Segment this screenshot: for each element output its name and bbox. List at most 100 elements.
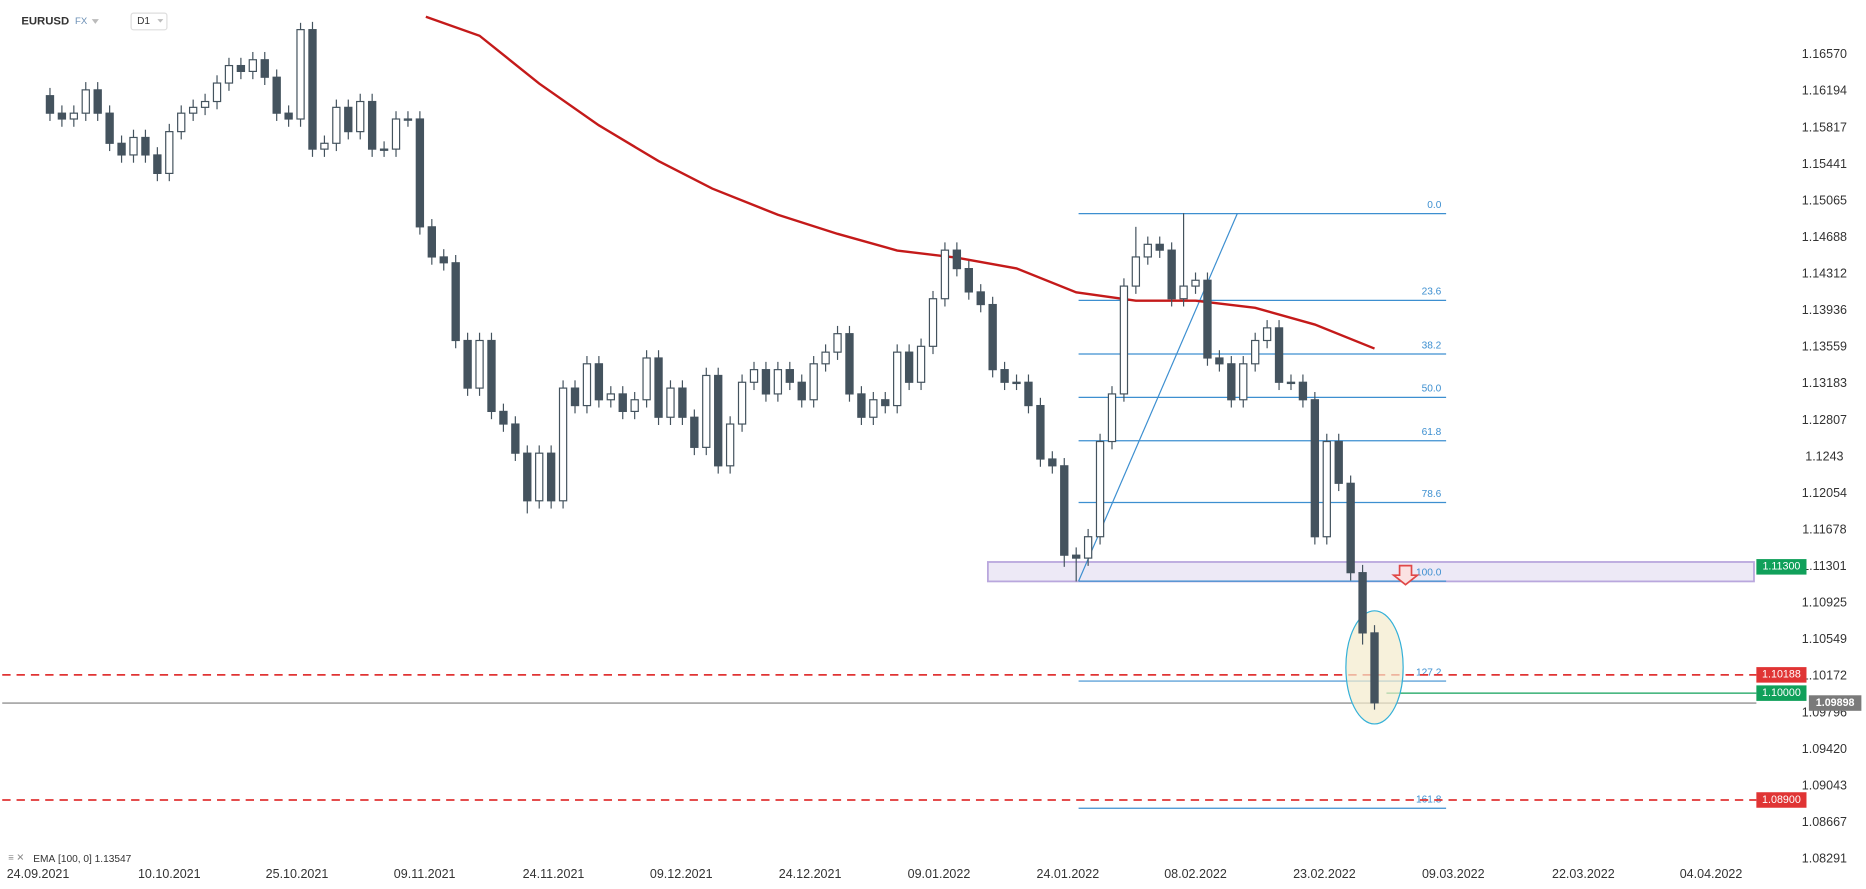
price-badge-label: 1.10188 (1762, 669, 1801, 681)
x-tick-label: 04.04.2022 (1680, 867, 1743, 881)
indicator-legend: ≡ ✕ EMA [100, 0] 1.13547 (8, 852, 131, 864)
price-badge (1808, 695, 1862, 711)
candle-body (391, 118, 401, 150)
y-tick-label: 1.08291 (1802, 851, 1847, 865)
candle-body (618, 393, 627, 413)
candle-body (427, 226, 436, 258)
fib-label: 38.2 (1422, 340, 1442, 351)
y-tick-label: 1.14688 (1802, 230, 1847, 244)
candle-body (1107, 393, 1117, 443)
legend-icons[interactable]: ≡ ✕ (8, 852, 24, 863)
candle-body (511, 423, 520, 454)
candle-body (1346, 482, 1355, 574)
candle-body (308, 29, 317, 150)
candle-body (1167, 249, 1176, 300)
candle-body (594, 363, 604, 401)
y-tick-label: 1.16194 (1802, 84, 1847, 98)
x-tick-label: 24.01.2022 (1037, 867, 1100, 881)
y-tick-label: 1.15065 (1802, 193, 1847, 207)
ema-legend: EMA [100, 0] 1.13547 (33, 854, 131, 865)
x-tick-label: 22.03.2022 (1552, 867, 1615, 881)
candle-body (200, 100, 210, 108)
x-tick-label: 08.02.2022 (1164, 867, 1227, 881)
dropdown-icon[interactable] (91, 19, 99, 24)
candle-body (487, 339, 496, 413)
candle-body (260, 59, 269, 78)
candle-body (1072, 554, 1081, 559)
candle-body (749, 369, 759, 383)
interval-dropdown[interactable] (157, 19, 164, 23)
candle-body (129, 136, 138, 156)
fib-trend-line (1078, 213, 1238, 582)
candle-body (117, 142, 126, 156)
candle-body (248, 59, 258, 72)
candle-body (773, 369, 783, 395)
y-tick-label: 1.09043 (1802, 778, 1847, 792)
price-badge-label: 1.08900 (1762, 794, 1801, 806)
interval[interactable]: D1 (137, 16, 150, 27)
candle-body (439, 256, 448, 264)
candle-body (881, 399, 890, 407)
price-badge (1756, 559, 1807, 575)
candle-body (1012, 381, 1021, 385)
y-tick-label: 1.13559 (1802, 340, 1847, 354)
candle-body (535, 452, 544, 502)
candle-body (141, 136, 150, 156)
candle-body (1239, 363, 1248, 401)
candle-body (212, 82, 222, 103)
candle-body (1370, 632, 1379, 704)
y-tick-label: 1.09420 (1802, 742, 1847, 756)
candle-body (153, 154, 162, 175)
candle-body (1179, 285, 1188, 300)
resistance-zone (986, 561, 1755, 583)
candle-body (893, 351, 902, 407)
candle-body (1334, 440, 1343, 484)
y-tick-label: 1.11301 (1802, 559, 1846, 573)
candle-body (284, 112, 293, 120)
candle-body (1274, 327, 1284, 383)
price-badge (1756, 667, 1807, 683)
candle-body (463, 339, 472, 389)
x-tick-label: 09.12.2021 (650, 867, 713, 881)
candle-body (916, 345, 926, 383)
y-tick-label: 1.16570 (1802, 47, 1847, 61)
candle-body (403, 118, 413, 121)
candle-body (714, 374, 723, 467)
y-tick-label: 1.13183 (1802, 376, 1847, 390)
fib-label: 50.0 (1422, 384, 1442, 395)
candle-body (642, 357, 651, 401)
candle-body (45, 95, 55, 114)
candle-body (702, 374, 711, 448)
candle-body (188, 106, 198, 114)
fib-label: 78.6 (1422, 489, 1442, 500)
candle-body (332, 106, 341, 144)
candle-body (797, 381, 806, 401)
candle-body (1215, 357, 1224, 365)
candle-body (869, 399, 878, 418)
ema-line (425, 15, 1375, 350)
candle-body (666, 387, 675, 418)
fib-label: 127.2 (1416, 667, 1442, 678)
x-tick-label: 24.11.2021 (523, 867, 585, 881)
candle-body (1298, 381, 1308, 401)
candle-body (785, 369, 794, 383)
fib-label: 0.0 (1427, 200, 1441, 211)
candle-body (1060, 465, 1069, 556)
candle-body (69, 112, 79, 120)
symbol[interactable]: EURUSD (21, 15, 69, 27)
candle-body (1155, 243, 1164, 251)
fib-label: 161.8 (1416, 795, 1442, 806)
ema-last: 1.13547 (95, 854, 132, 865)
candle-body (1143, 243, 1152, 258)
candle-body (678, 387, 687, 418)
candle-body (356, 100, 365, 133)
candle-body (1119, 285, 1129, 395)
candle-body (845, 333, 854, 395)
candle-body (737, 381, 747, 425)
interval-box[interactable] (130, 12, 168, 31)
candle-body (272, 76, 281, 114)
candle-body (582, 363, 592, 407)
fib-label: 100.0 (1416, 567, 1442, 578)
